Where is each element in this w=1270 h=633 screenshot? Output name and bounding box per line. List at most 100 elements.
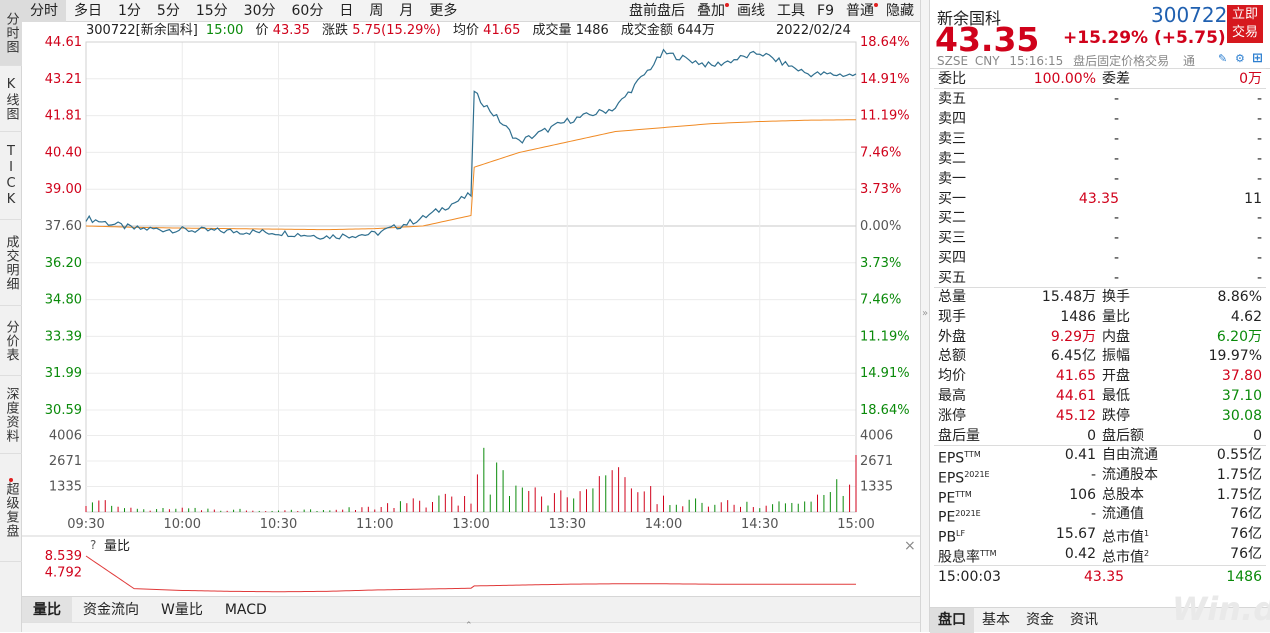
price-label: 价 xyxy=(255,23,269,38)
tool-tab[interactable]: 普通 xyxy=(840,0,880,22)
book-volume: - xyxy=(1256,110,1262,127)
row-label-2: 总股本 xyxy=(1102,486,1144,503)
chart-scrollbar[interactable]: ⌃ xyxy=(22,621,920,632)
period-tab[interactable]: 分时 xyxy=(22,0,66,22)
indicator-tab[interactable]: W量比 xyxy=(161,601,203,618)
sub-title: 量比 xyxy=(104,539,130,554)
panel-tab[interactable]: 基本 xyxy=(982,612,1010,628)
period-tab[interactable]: 5分 xyxy=(156,2,180,19)
price-tick: 43.21 xyxy=(45,72,82,87)
view-sidebar: 分时图 K线图 TICK 成交明细分价表 深度资料 超级复盘 xyxy=(0,0,22,632)
period-tab[interactable]: 更多 xyxy=(429,2,458,19)
last-tick-volume: 1486 xyxy=(1226,569,1262,585)
row-label: 委比 xyxy=(938,71,966,87)
quote-row: PE2021E - 流通值 76亿 xyxy=(938,504,1262,526)
period-tab[interactable]: 1分 xyxy=(118,2,141,19)
last-tick-price: 43.35 xyxy=(1084,569,1125,585)
help-icon[interactable]: ? xyxy=(90,538,96,552)
sidebar-item-5[interactable]: 深度资料 xyxy=(0,376,22,454)
book-volume: - xyxy=(1256,210,1262,227)
price-line xyxy=(85,48,857,240)
sidebar-item-6[interactable]: 超级复盘 xyxy=(0,454,22,562)
intraday-chart[interactable]: 44.61 18.64% 43.21 14.91% 41.81 11.19% 40.40 7.… xyxy=(22,22,920,596)
change-value: 5.75(15.29%) xyxy=(352,23,441,38)
period-tab[interactable]: 日 xyxy=(339,2,354,19)
sidebar-item-2[interactable]: TICK xyxy=(0,132,22,220)
row-value: 0 xyxy=(1087,427,1096,444)
quote-row: 外盘 9.29万 内盘 6.20万 xyxy=(938,327,1262,347)
panel-tab[interactable]: 资金 xyxy=(1026,612,1054,628)
volume-ratio-line xyxy=(85,555,856,593)
price-change: +15.29% (+5.75) xyxy=(1063,28,1226,48)
indicator-tab[interactable]: 资金流向 xyxy=(83,601,139,618)
time-tick: 13:00 xyxy=(452,517,489,532)
time-tick: 14:30 xyxy=(741,517,778,532)
panel-tabs: 盘口 基本 资金 资讯 xyxy=(930,607,1270,633)
indicator-tab[interactable]: MACD xyxy=(224,601,267,618)
sidebar-item-3[interactable]: 成交明细 xyxy=(0,220,22,306)
tool-tab[interactable]: 工具 xyxy=(777,2,806,19)
period-tab[interactable]: 周 xyxy=(369,2,384,19)
panel-tab[interactable]: 盘口 xyxy=(930,608,974,633)
row-value: 45.12 xyxy=(1055,407,1096,424)
price-tick: 31.99 xyxy=(45,366,82,381)
order-book-row: 买三 - - xyxy=(938,228,1262,248)
period-tab[interactable]: 月 xyxy=(399,2,414,19)
tool-tabs: 盘前盘后 叠加 画线 工具 F9 普通 隐藏 xyxy=(623,0,920,22)
row-label: 股息率TTM xyxy=(938,549,997,566)
row-value-2: 19.97% xyxy=(1208,348,1262,365)
sidebar-item-label: 成交明细 xyxy=(3,234,19,291)
sidebar-item-4[interactable]: 分价表 xyxy=(0,306,22,376)
book-level: 买五 xyxy=(938,270,966,287)
collapse-icon[interactable]: ⌃ xyxy=(465,621,473,631)
row-value: 9.29万 xyxy=(1050,328,1096,345)
settings-icon[interactable]: ⚙ xyxy=(1235,52,1245,65)
panel-divider[interactable]: » xyxy=(920,0,930,632)
row-value: 41.65 xyxy=(1055,368,1096,385)
expand-arrow-icon[interactable]: » xyxy=(922,308,929,319)
sidebar-item-0[interactable]: 分时图 xyxy=(0,0,22,66)
last-tick-time: 15:00:03 xyxy=(938,569,1001,585)
tool-tab[interactable]: 盘前盘后 xyxy=(629,2,686,19)
tool-tab[interactable]: F9 xyxy=(817,2,834,19)
row-label: 最高 xyxy=(938,388,966,404)
row-label: EPSTTM xyxy=(938,450,981,467)
add-icon[interactable]: ⊞ xyxy=(1252,51,1263,66)
percent-tick: 11.19% xyxy=(860,329,910,344)
percent-tick: 18.64% xyxy=(860,403,910,418)
price-tick: 37.60 xyxy=(45,219,82,234)
panel-tab[interactable]: 资讯 xyxy=(1070,612,1098,628)
order-book-row: 卖二 - - xyxy=(938,149,1262,169)
volume-tick: 1335 xyxy=(49,480,82,495)
close-icon[interactable]: × xyxy=(904,538,916,554)
row-label-sup: 2 xyxy=(1144,549,1150,558)
trade-now-button[interactable]: 立即交易 xyxy=(1227,5,1263,43)
quote-row: 均价 41.65 开盘 37.80 xyxy=(938,366,1262,386)
indicator-tab[interactable]: 量比 xyxy=(22,596,72,623)
period-tab[interactable]: 15分 xyxy=(195,2,228,19)
market-status-line: SZSE CNY 15:16:15 盘后固定价格交易 通 xyxy=(937,52,1195,69)
tool-tab[interactable]: 隐藏 xyxy=(886,2,914,19)
row-label-sup: LF xyxy=(956,529,966,539)
row-value-2: 0 xyxy=(1253,427,1262,444)
row-value: 44.61 xyxy=(1055,388,1096,404)
row-value: 0.41 xyxy=(1064,447,1096,463)
edit-icon[interactable]: ✎ xyxy=(1218,52,1228,65)
tool-tab[interactable]: 叠加 xyxy=(691,0,731,22)
stock-code: 300722 xyxy=(1151,3,1228,27)
order-book-row: 买二 - - xyxy=(938,208,1262,228)
book-price: - xyxy=(1113,210,1119,227)
period-tab[interactable]: 多日 xyxy=(74,2,102,19)
sidebar-item-1[interactable]: K线图 xyxy=(0,66,22,132)
price-tick: 36.20 xyxy=(45,256,82,271)
volume-tick: 2671 xyxy=(860,454,893,469)
price-tick: 39.00 xyxy=(45,182,82,197)
stock-name: 新余国科 xyxy=(937,9,1002,28)
connect-badge: 通 xyxy=(1182,54,1195,68)
stock-code-name: 300722[新余国科] xyxy=(86,23,198,38)
info-time: 15:00 xyxy=(205,23,244,38)
period-tab[interactable]: 60分 xyxy=(291,2,324,19)
tool-tab[interactable]: 画线 xyxy=(737,2,766,19)
period-tab[interactable]: 30分 xyxy=(243,2,276,19)
row-value-2: 4.62 xyxy=(1230,308,1262,325)
